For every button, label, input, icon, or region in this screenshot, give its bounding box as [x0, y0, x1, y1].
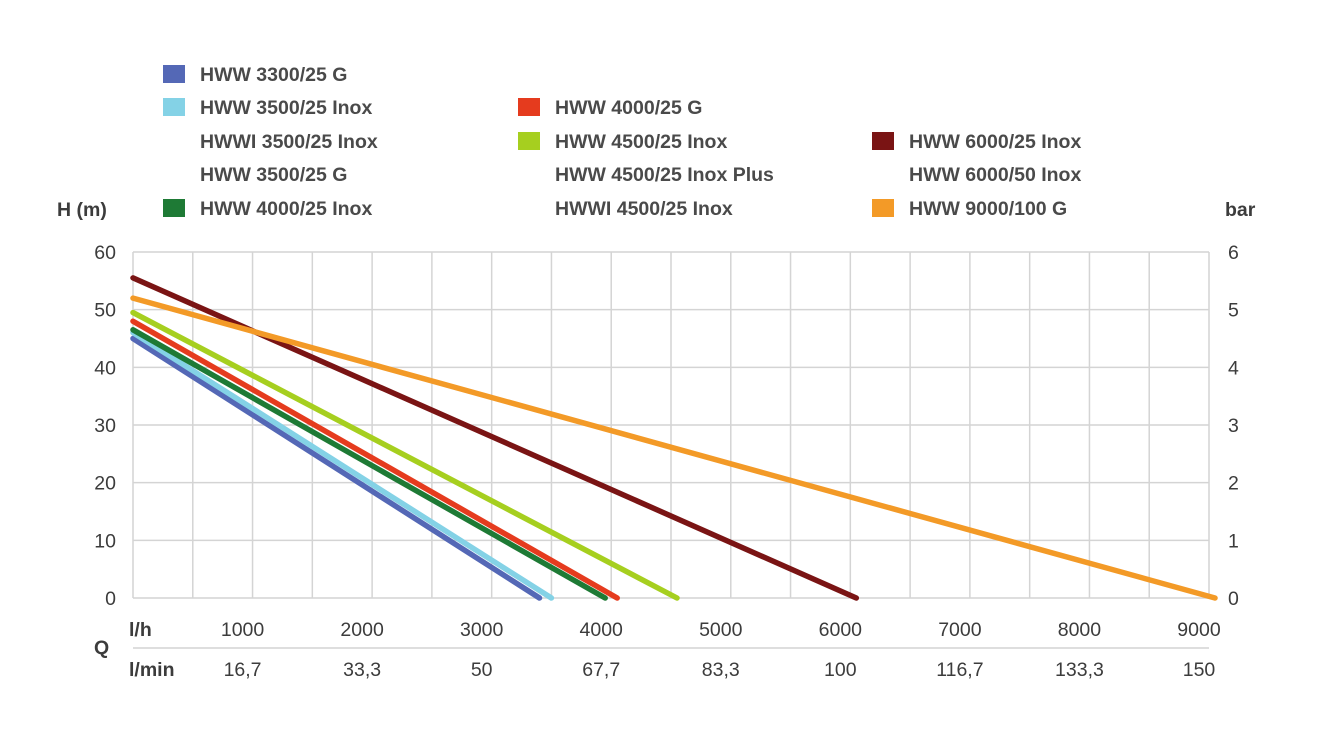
- y-tick-label-left: 0: [105, 588, 116, 610]
- x-tick-label-lmin: 83,3: [702, 659, 740, 681]
- x-tick-label-lmin: 33,3: [343, 659, 381, 681]
- y-tick-label-right: 4: [1228, 357, 1239, 379]
- legend-label: HWW 4500/25 Inox: [555, 131, 727, 153]
- legend-swatch: [518, 98, 540, 116]
- x-tick-label-lmin: 116,7: [936, 659, 983, 681]
- legend-swatch: [163, 98, 185, 116]
- x-tick-label-lmin: 100: [824, 659, 857, 681]
- legend-label: HWWI 4500/25 Inox: [555, 198, 733, 220]
- x-tick-label-lh: 8000: [1058, 619, 1102, 641]
- y-tick-label-right: 0: [1228, 588, 1239, 610]
- x-tick-label-lh: 5000: [699, 619, 743, 641]
- series-line: [130, 309, 680, 601]
- y-tick-label-right: 5: [1228, 300, 1239, 322]
- legend-label: HWW 4000/25 G: [555, 97, 702, 119]
- series-lines: [130, 275, 1218, 601]
- axes: H (m) bar Q l/h l/min 0 10 20 30 40 50 60 0 1 2 3 4…: [57, 199, 1256, 681]
- y-tick-label-right: 2: [1228, 473, 1239, 495]
- legend-swatch: [872, 199, 894, 217]
- legend-label: HWW 6000/50 Inox: [909, 164, 1081, 186]
- legend-label: HWW 4500/25 Inox Plus: [555, 164, 774, 186]
- y-tick-label-right: 3: [1228, 415, 1239, 437]
- legend: HWW 3300/25 G HWW 3500/25 Inox HWWI 3500/2…: [163, 64, 1081, 220]
- legend-label: HWW 6000/25 Inox: [909, 131, 1081, 153]
- legend-swatch: [872, 132, 894, 150]
- x-tick-label-lmin: 67,7: [582, 659, 620, 681]
- grid: [132, 251, 1210, 649]
- y-tick-label-right: 1: [1228, 530, 1239, 552]
- x-tick-label-lh: 4000: [580, 619, 624, 641]
- legend-label: HWW 3500/25 Inox: [200, 97, 372, 119]
- y-tick-label-left: 20: [94, 473, 116, 495]
- legend-label: HWW 9000/100 G: [909, 198, 1067, 220]
- left-axis-label: H (m): [57, 199, 107, 221]
- y-tick-label-left: 30: [94, 415, 116, 437]
- y-tick-label-left: 50: [94, 300, 116, 322]
- x-tick-label-lmin: 50: [471, 659, 493, 681]
- x-tick-label-lh: 3000: [460, 619, 504, 641]
- x-tick-label-lh: 1000: [221, 619, 265, 641]
- q-axis-symbol: Q: [94, 637, 109, 659]
- series-line: [130, 327, 608, 601]
- y-tick-label-left: 10: [94, 530, 116, 552]
- legend-label: HWW 3300/25 G: [200, 64, 347, 86]
- series-line: [130, 329, 555, 601]
- series-line: [130, 335, 543, 601]
- x-tick-label-lmin: 133,3: [1055, 659, 1104, 681]
- legend-label: HWW 3500/25 G: [200, 164, 347, 186]
- legend-swatch: [163, 65, 185, 83]
- y-tick-label-left: 60: [94, 242, 116, 264]
- x-tick-label-lh: 2000: [340, 619, 384, 641]
- legend-swatch: [163, 199, 185, 217]
- series-line: [130, 295, 1218, 601]
- x-tick-label-lh: 6000: [819, 619, 863, 641]
- x-unit-secondary-label: l/min: [129, 659, 175, 681]
- x-unit-primary-label: l/h: [129, 619, 152, 641]
- y-tick-label-left: 40: [94, 357, 116, 379]
- y-tick-label-right: 6: [1228, 242, 1239, 264]
- right-axis-label: bar: [1225, 199, 1256, 221]
- x-tick-label-lmin: 16,7: [224, 659, 262, 681]
- legend-label: HWWI 3500/25 Inox: [200, 131, 378, 153]
- x-tick-label-lmin: 150: [1183, 659, 1216, 681]
- series-line: [130, 318, 620, 601]
- legend-swatch: [518, 132, 540, 150]
- x-tick-label-lh: 9000: [1177, 619, 1221, 641]
- legend-label: HWW 4000/25 Inox: [200, 198, 372, 220]
- x-tick-label-lh: 7000: [938, 619, 982, 641]
